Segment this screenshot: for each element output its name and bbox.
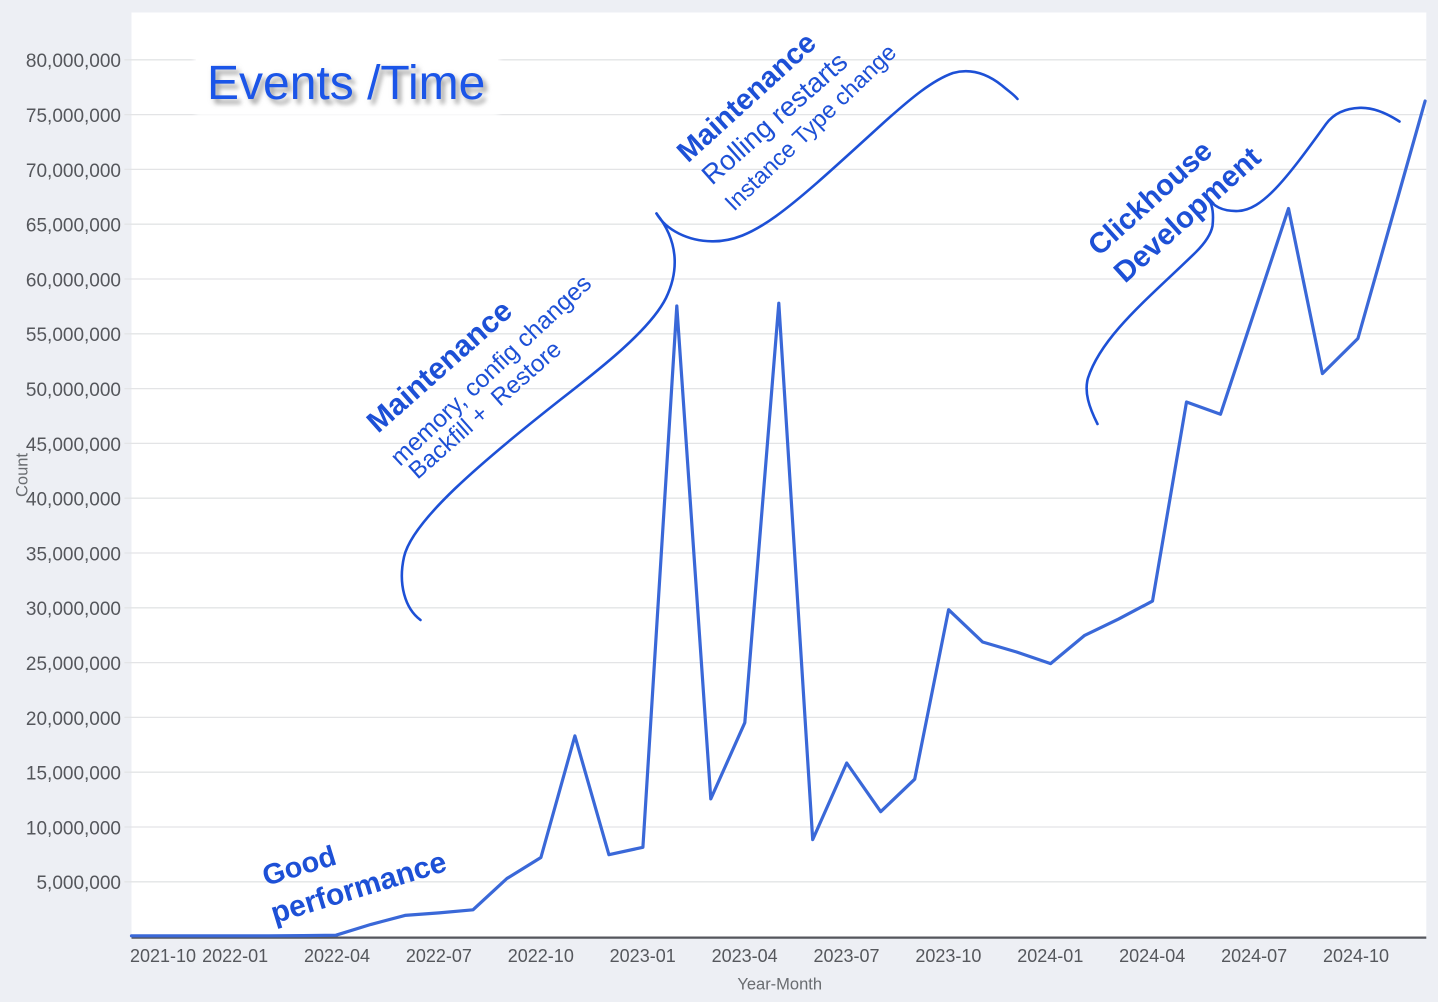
svg-text:2024-04: 2024-04 [1119, 946, 1185, 966]
svg-text:55,000,000: 55,000,000 [26, 325, 121, 346]
svg-text:2021-10: 2021-10 [130, 946, 196, 966]
svg-text:2023-07: 2023-07 [813, 946, 879, 966]
svg-text:2024-07: 2024-07 [1221, 946, 1287, 966]
svg-text:2023-04: 2023-04 [712, 946, 778, 966]
svg-text:75,000,000: 75,000,000 [26, 106, 121, 127]
svg-text:40,000,000: 40,000,000 [26, 490, 121, 511]
svg-text:80,000,000: 80,000,000 [26, 51, 121, 72]
svg-text:65,000,000: 65,000,000 [26, 216, 121, 237]
svg-text:20,000,000: 20,000,000 [26, 709, 121, 730]
svg-text:50,000,000: 50,000,000 [26, 380, 121, 401]
svg-text:15,000,000: 15,000,000 [26, 764, 121, 785]
svg-text:2023-01: 2023-01 [610, 946, 676, 966]
svg-text:35,000,000: 35,000,000 [26, 544, 121, 565]
svg-text:Count: Count [14, 453, 32, 497]
svg-text:45,000,000: 45,000,000 [26, 435, 121, 456]
svg-text:2022-07: 2022-07 [406, 946, 472, 966]
svg-text:2022-04: 2022-04 [304, 946, 370, 966]
svg-text:2024-01: 2024-01 [1017, 946, 1083, 966]
svg-text:2024-10: 2024-10 [1323, 946, 1389, 966]
svg-text:30,000,000: 30,000,000 [26, 599, 121, 620]
svg-text:60,000,000: 60,000,000 [26, 270, 121, 291]
svg-text:70,000,000: 70,000,000 [26, 161, 121, 182]
svg-text:2023-10: 2023-10 [915, 946, 981, 966]
svg-text:5,000,000: 5,000,000 [36, 873, 121, 894]
svg-text:2022-01: 2022-01 [202, 946, 268, 966]
svg-text:10,000,000: 10,000,000 [26, 818, 121, 839]
svg-text:Year-Month: Year-Month [737, 975, 822, 993]
svg-text:2022-10: 2022-10 [508, 946, 574, 966]
svg-text:25,000,000: 25,000,000 [26, 654, 121, 675]
